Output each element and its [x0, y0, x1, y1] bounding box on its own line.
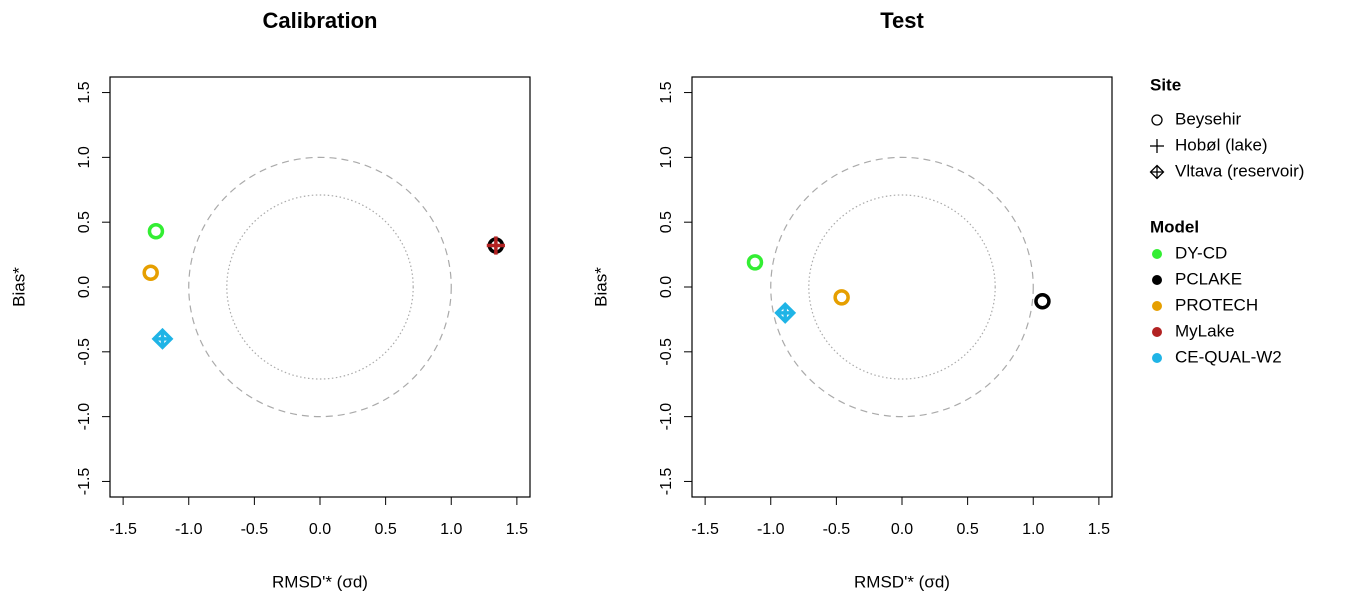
legend-label: PROTECH	[1175, 295, 1258, 314]
x-tick-label: 1.0	[1022, 521, 1044, 538]
x-tick-label: 0.5	[957, 521, 979, 538]
reference-circle	[770, 156, 1034, 418]
marker-circle	[1034, 293, 1051, 310]
y-tick-label: 0.5	[76, 211, 93, 233]
legend-marker	[1151, 114, 1163, 126]
legend-marker	[1150, 139, 1164, 153]
y-tick-label: -1.0	[76, 403, 93, 431]
data-point	[486, 236, 505, 255]
data-point	[151, 327, 174, 350]
legend-label: MyLake	[1175, 321, 1235, 340]
y-tick-label: -0.5	[76, 338, 93, 366]
marker-circle	[746, 254, 764, 271]
plot-frame	[109, 76, 531, 498]
x-tick-label: 0.0	[309, 521, 331, 538]
data-point	[746, 254, 764, 271]
x-axis-label: RMSD'* (σd)	[854, 572, 950, 591]
marker-circle	[833, 289, 850, 306]
legend-label: Hobøl (lake)	[1175, 135, 1268, 154]
marker-diamond	[151, 327, 174, 350]
marker-circle	[147, 223, 165, 240]
data-point	[1034, 293, 1051, 310]
x-tick-label: -1.0	[757, 521, 785, 538]
legend-marker	[1149, 164, 1165, 180]
y-tick-label: 0.0	[658, 276, 675, 298]
y-tick-label: -0.5	[658, 338, 675, 366]
x-tick-label: -0.5	[241, 521, 269, 538]
data-point	[774, 302, 797, 324]
x-tick-label: 1.5	[1088, 521, 1110, 538]
y-tick-label: 0.0	[76, 276, 93, 298]
y-tick-label: 1.0	[76, 146, 93, 168]
x-tick-label: -0.5	[823, 521, 851, 538]
legend-title: Model	[1150, 217, 1199, 236]
plot-frame	[691, 76, 1113, 498]
y-tick-label: -1.5	[76, 468, 93, 496]
x-tick-label: -1.5	[109, 521, 137, 538]
reference-circle	[188, 156, 452, 418]
legend-label: PCLAKE	[1175, 269, 1242, 288]
data-point	[833, 289, 850, 306]
x-axis-label: RMSD'* (σd)	[272, 572, 368, 591]
reference-circle	[808, 194, 996, 380]
y-tick-label: 1.5	[658, 81, 675, 103]
x-tick-label: 0.5	[375, 521, 397, 538]
y-tick-label: -1.0	[658, 403, 675, 431]
legend-swatch	[1152, 327, 1162, 337]
marker-circle	[142, 264, 159, 281]
legend-label: DY-CD	[1175, 243, 1227, 262]
y-axis-label: Bias*	[591, 267, 610, 307]
legend-label: CE-QUAL-W2	[1175, 347, 1282, 366]
x-tick-label: 1.0	[440, 521, 462, 538]
legend-swatch	[1152, 275, 1162, 285]
legend-label: Beysehir	[1175, 109, 1241, 128]
y-tick-label: 1.5	[76, 81, 93, 103]
legend-label: Vltava (reservoir)	[1175, 161, 1304, 180]
x-tick-label: -1.0	[175, 521, 203, 538]
x-tick-label: 1.5	[506, 521, 528, 538]
legend-swatch	[1152, 301, 1162, 311]
legend-swatch	[1152, 353, 1162, 363]
chart-title: Calibration	[263, 8, 378, 33]
x-tick-label: -1.5	[691, 521, 719, 538]
x-tick-label: 0.0	[891, 521, 913, 538]
reference-circle	[226, 194, 414, 380]
marker-diamond	[774, 302, 797, 324]
y-axis-label: Bias*	[9, 267, 28, 307]
data-point	[147, 223, 165, 240]
marker-circle	[1151, 114, 1163, 126]
y-tick-label: 1.0	[658, 146, 675, 168]
legend-swatch	[1152, 249, 1162, 259]
chart-title: Test	[880, 8, 924, 33]
data-point	[142, 264, 159, 281]
marker-diamond	[1149, 164, 1165, 180]
y-tick-label: -1.5	[658, 468, 675, 496]
legend-title: Site	[1150, 75, 1181, 94]
y-tick-label: 0.5	[658, 211, 675, 233]
